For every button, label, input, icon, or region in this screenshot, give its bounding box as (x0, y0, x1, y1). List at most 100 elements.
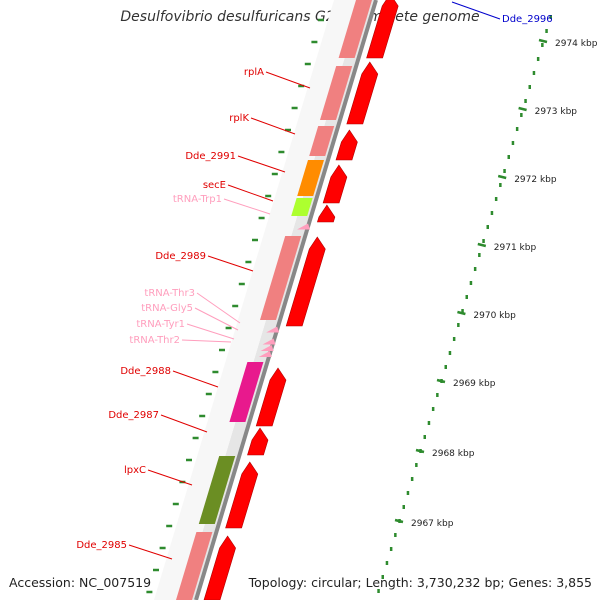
feature-label: Dde_2988 (120, 366, 171, 377)
kbp-tick (477, 242, 487, 248)
scale-dot (461, 309, 464, 313)
gene-block (320, 66, 353, 120)
trna-arrow (262, 338, 276, 345)
scale-dot (448, 351, 452, 355)
gene-block (291, 198, 313, 216)
scale-dot (444, 365, 447, 369)
scale-dot (511, 141, 515, 145)
scale-dot (427, 421, 431, 425)
gene-block (260, 236, 302, 320)
scale-layer: 2974 kbp 2973 kbp 2972 kbp 2971 kbp 2970 kbp… (146, 1, 598, 594)
scale-dot (524, 99, 527, 103)
kbp-label: 2974 kbp (555, 39, 598, 49)
trna-arrow (297, 223, 311, 230)
topology-info: Topology: circular; Length: 3,730,232 bp… (248, 575, 592, 590)
scale-dot (520, 113, 523, 117)
backbone-line (194, 0, 378, 600)
scale-dot (423, 435, 426, 439)
kbp-tick (518, 106, 527, 112)
kbp-tick (394, 518, 404, 524)
cds-arrow (316, 204, 336, 223)
scale-dot (436, 393, 439, 397)
cds-arrow (335, 129, 358, 161)
leader-line (207, 255, 254, 272)
leader-line (147, 469, 193, 486)
leader-line (160, 414, 208, 433)
leader-line (181, 339, 232, 343)
leader-line (237, 155, 286, 173)
gene-block (229, 362, 264, 422)
gene-block (338, 0, 372, 58)
feature-label: tRNA-Thr3 (144, 288, 195, 299)
kbp-label: 2973 kbp (535, 107, 578, 117)
kbp-label: 2971 kbp (494, 243, 537, 253)
kbp-label: 2968 kbp (432, 449, 475, 459)
scale-dot (503, 169, 506, 173)
scale-dot (377, 589, 380, 593)
leader-line (227, 184, 274, 202)
scale-dot (469, 281, 473, 285)
scale-dot (528, 85, 531, 89)
leader-line (223, 198, 271, 215)
top-label-line (451, 1, 501, 20)
kbp-label: 2967 kbp (411, 519, 454, 529)
scale-dot (494, 197, 498, 201)
scale-dot (549, 15, 552, 19)
scale-dot (402, 505, 405, 509)
leader-line (172, 370, 219, 388)
scale-dot (536, 57, 540, 61)
cds-arrow (225, 461, 259, 529)
scale-dot (385, 561, 389, 565)
scale-dot (545, 29, 548, 33)
gene-layer (176, 0, 372, 600)
gene-block (176, 532, 213, 600)
cds-arrow (247, 427, 269, 456)
feature-label: rplA (244, 67, 264, 78)
kbp-tick (436, 378, 446, 384)
gene-block (309, 126, 335, 156)
scale-dot (478, 253, 481, 257)
scale-dot (394, 533, 397, 537)
trna-arrow (266, 326, 280, 333)
scale-dot (457, 323, 460, 327)
scale-dot (499, 183, 502, 187)
scale-dot (515, 127, 519, 131)
leader-line (186, 323, 235, 340)
scale-dot (482, 239, 485, 243)
top-label: Dde_2996 (502, 14, 553, 25)
cds-arrow (285, 236, 326, 327)
kbp-tick (538, 38, 548, 44)
kbp-label: 2970 kbp (473, 311, 516, 321)
leader-line (196, 292, 241, 324)
feature-label: lpxC (124, 465, 146, 476)
kbp-label: 2972 kbp (514, 175, 557, 185)
kbp-tick (497, 174, 507, 180)
feature-label: secE (203, 180, 226, 191)
accession-text: Accession: NC_007519 (9, 575, 152, 590)
cds-layer (203, 0, 399, 600)
scale-dot (541, 43, 544, 47)
scale-dot (381, 575, 384, 579)
leader-line (265, 71, 311, 89)
feature-label: tRNA-Gly5 (141, 303, 193, 314)
scale-dot (532, 71, 536, 75)
scale-dot (507, 155, 510, 159)
scale-dot (465, 295, 468, 299)
kbp-tick (415, 448, 425, 454)
cds-arrow (366, 0, 399, 59)
cds-arrow (322, 164, 348, 204)
scale-dot (410, 477, 414, 481)
leader-line (128, 544, 173, 560)
trna-arrow (260, 345, 274, 351)
scale-dot (406, 491, 410, 495)
lane-bg (154, 0, 362, 600)
leader-line (194, 307, 239, 331)
cds-arrow (346, 61, 379, 125)
feature-label: Dde_2987 (108, 410, 159, 421)
feature-label: tRNA-Trp1 (173, 194, 222, 205)
feature-label: rplK (229, 113, 249, 124)
kbp-tick (457, 310, 466, 316)
label-layer: rplA rplK Dde_2991 secE tRNA-Trp1 Dde_2989 tRN… (76, 67, 311, 560)
feature-label: Dde_2985 (76, 540, 127, 551)
